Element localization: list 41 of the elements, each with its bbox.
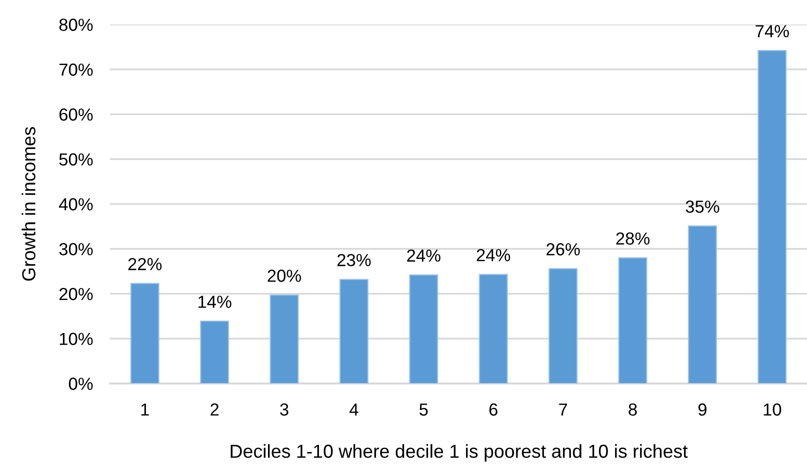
- data-label: 26%: [546, 243, 580, 256]
- data-label: 24%: [407, 249, 440, 262]
- x-tick-label: 5: [420, 404, 428, 416]
- data-label: 74%: [756, 25, 789, 38]
- bar: [339, 278, 368, 384]
- bar: [270, 294, 299, 384]
- data-label: 20%: [268, 270, 302, 282]
- bar: [409, 274, 438, 384]
- x-tick-label: 3: [280, 403, 288, 416]
- bar: [200, 320, 230, 384]
- y-tick-label: 80%: [59, 18, 93, 31]
- x-tick-label: 7: [559, 404, 568, 416]
- bar: [130, 282, 160, 384]
- bar: [548, 268, 578, 384]
- bar: [618, 257, 648, 384]
- bar: [758, 50, 787, 384]
- x-tick-label: 2: [210, 403, 219, 416]
- y-tick-label: 60%: [59, 108, 93, 121]
- x-tick-label: 4: [350, 404, 358, 416]
- data-label: 24%: [476, 249, 510, 262]
- data-label: 22%: [128, 258, 162, 270]
- y-tick-label: 50%: [59, 153, 93, 166]
- y-tick-label: 40%: [58, 198, 93, 210]
- data-label: 23%: [337, 254, 371, 266]
- data-label: 35%: [686, 200, 720, 213]
- x-axis-title: Deciles 1-10 where decile 1 is poorest and 10 is richest: [230, 444, 688, 462]
- x-tick-label: 8: [628, 403, 637, 416]
- y-tick-label: 20%: [59, 288, 93, 300]
- x-tick-label: 1: [141, 404, 149, 416]
- data-label: 14%: [198, 296, 232, 308]
- y-tick-label: 10%: [60, 332, 93, 346]
- bar: [688, 225, 717, 384]
- data-label: 28%: [616, 232, 650, 245]
- x-tick-label: 6: [489, 403, 498, 416]
- x-tick-label: 9: [698, 403, 706, 416]
- y-tick-label: 70%: [59, 64, 93, 76]
- y-axis-title: Growth in incomes: [22, 127, 36, 281]
- y-tick-label: 0%: [68, 378, 93, 390]
- y-tick-label: 30%: [59, 243, 93, 256]
- x-tick-label: 10: [764, 403, 782, 416]
- bar: [478, 274, 508, 384]
